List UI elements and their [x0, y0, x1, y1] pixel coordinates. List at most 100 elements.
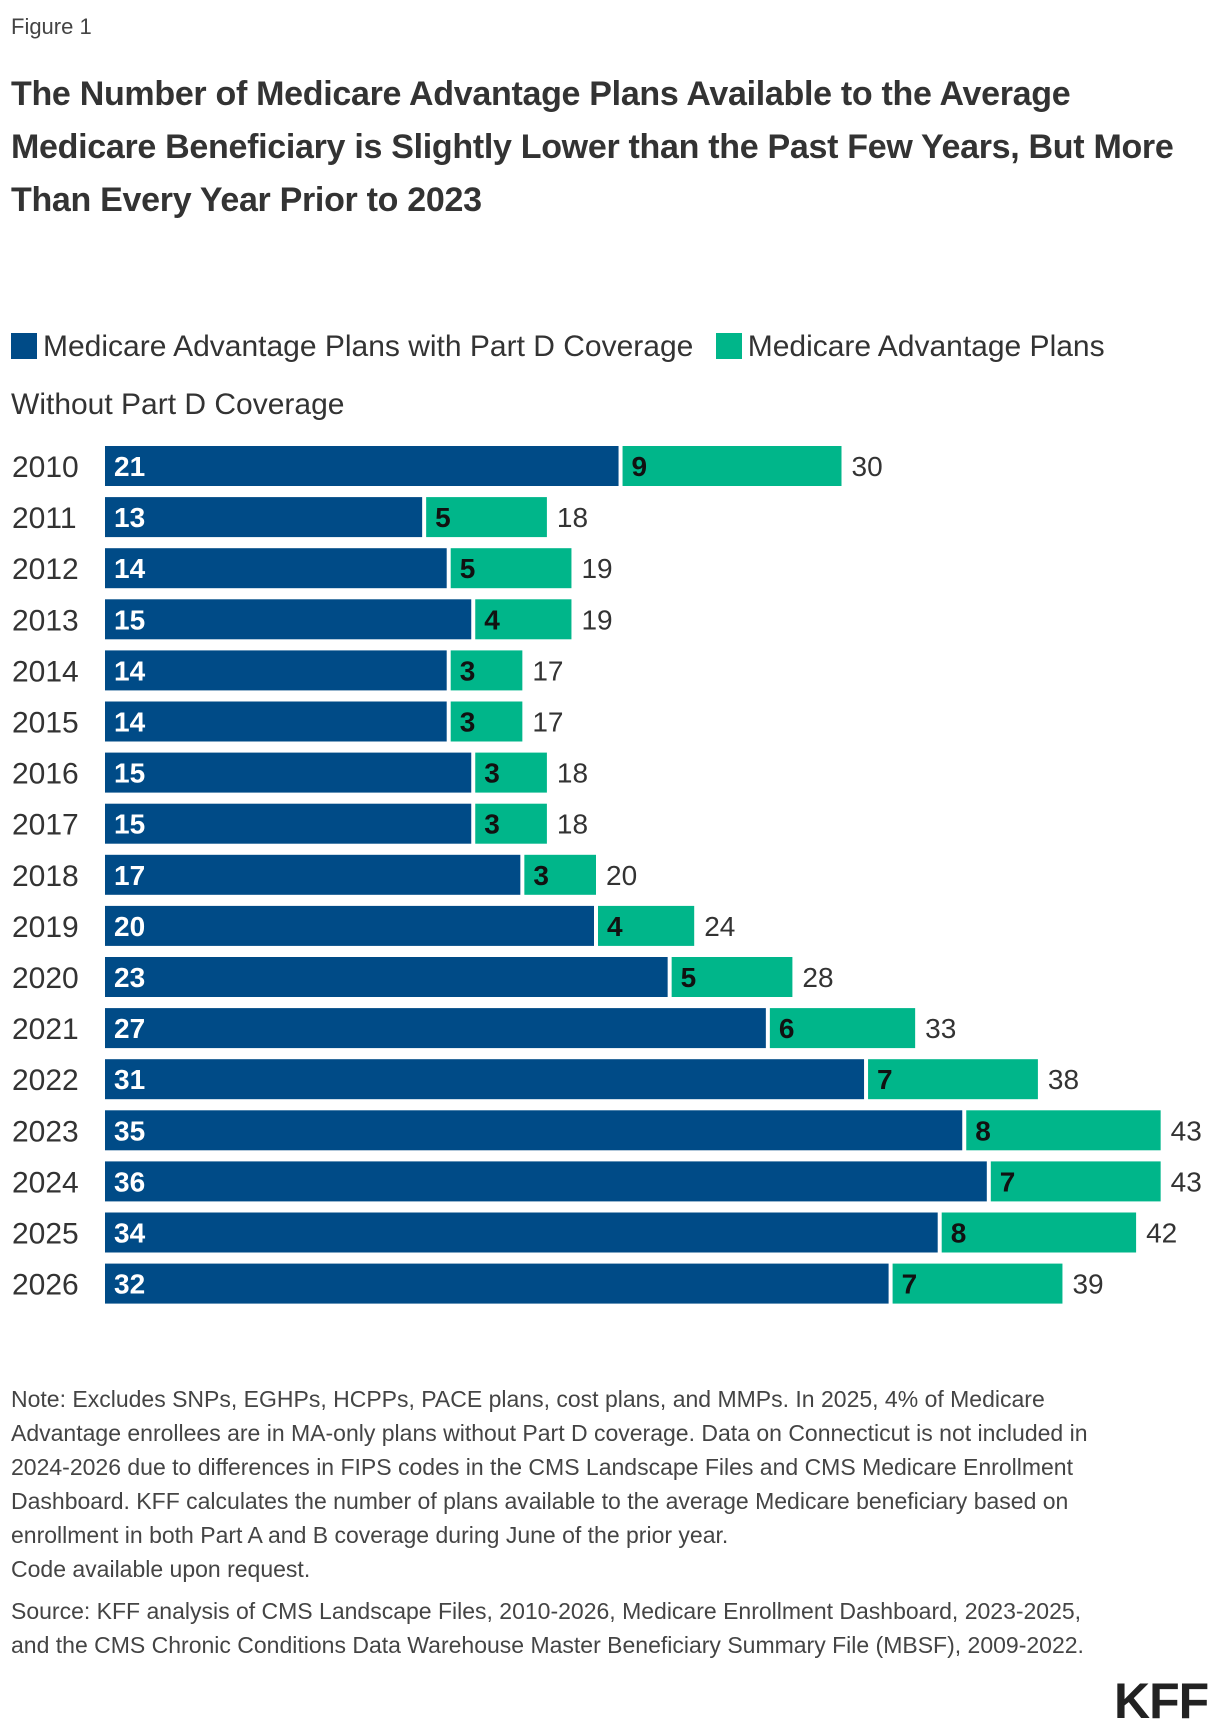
bar-with-part-d: [105, 497, 423, 538]
total-label: 28: [802, 962, 833, 993]
bar-without-part-d: [990, 1161, 1161, 1202]
bar-without-part-d: [475, 599, 572, 640]
category-label: 2021: [12, 1013, 79, 1046]
bar-without-part-d: [475, 803, 547, 844]
data-label-without-part-d: 5: [460, 553, 476, 584]
data-label-without-part-d: 8: [951, 1218, 967, 1249]
total-label: 19: [581, 604, 612, 635]
notes: Note: Excludes SNPs, EGHPs, HCPPs, PACE …: [11, 1382, 1111, 1662]
legend-label-with-part-d: Medicare Advantage Plans with Part D Cov…: [43, 330, 694, 363]
total-label: 17: [532, 655, 563, 686]
data-label-with-part-d: 14: [114, 655, 146, 686]
data-label-with-part-d: 17: [114, 860, 145, 891]
bar-with-part-d: [105, 1008, 766, 1049]
bar-with-part-d: [105, 752, 472, 793]
data-label-with-part-d: 14: [114, 707, 146, 738]
legend-label-without-part-d: Medicare Advantage Plans Without Part D …: [11, 330, 1105, 421]
bar-without-part-d: [892, 1263, 1063, 1304]
bar-with-part-d: [105, 701, 447, 742]
data-label-without-part-d: 3: [484, 809, 500, 840]
bar-without-part-d: [450, 650, 523, 691]
data-label-with-part-d: 35: [114, 1115, 145, 1146]
bar-with-part-d: [105, 548, 447, 589]
bar-with-part-d: [105, 1110, 963, 1151]
data-label-without-part-d: 8: [975, 1115, 991, 1146]
data-label-with-part-d: 21: [114, 451, 145, 482]
total-label: 43: [1171, 1115, 1202, 1146]
chart-title: The Number of Medicare Advantage Plans A…: [11, 75, 1174, 219]
data-label-without-part-d: 7: [902, 1269, 918, 1300]
bar-without-part-d: [450, 548, 572, 589]
bar-without-part-d: [450, 701, 523, 742]
data-label-without-part-d: 3: [533, 860, 549, 891]
category-label: 2025: [12, 1218, 79, 1251]
bar-with-part-d: [105, 1212, 938, 1253]
total-label: 42: [1146, 1218, 1177, 1249]
bar-without-part-d: [426, 497, 547, 538]
category-label: 2013: [12, 604, 79, 637]
category-label: 2015: [12, 707, 79, 740]
total-label: 38: [1048, 1064, 1079, 1095]
category-label: 2011: [12, 502, 77, 535]
total-label: 17: [532, 707, 563, 738]
total-label: 30: [852, 451, 883, 482]
bar-with-part-d: [105, 1263, 889, 1304]
bar-with-part-d: [105, 599, 472, 640]
bar-without-part-d: [671, 957, 793, 997]
category-label: 2020: [12, 962, 79, 995]
kff-logo: KFF: [1114, 1673, 1209, 1729]
data-label-without-part-d: 3: [484, 758, 500, 789]
source-text: Source: KFF analysis of CMS Landscape Fi…: [11, 1598, 1084, 1658]
data-label-with-part-d: 31: [114, 1064, 145, 1095]
data-label-with-part-d: 15: [114, 809, 145, 840]
bar-with-part-d: [105, 854, 521, 895]
total-label: 20: [606, 860, 637, 891]
data-label-with-part-d: 36: [114, 1166, 145, 1197]
data-label-without-part-d: 6: [779, 1013, 795, 1044]
bar-with-part-d: [105, 650, 447, 691]
data-label-with-part-d: 14: [114, 553, 146, 584]
category-label: 2016: [12, 758, 79, 791]
legend-item-with-part-d: Medicare Advantage Plans with Part D Cov…: [11, 330, 693, 363]
bar-with-part-d: [105, 1161, 987, 1202]
category-label: 2014: [12, 655, 79, 688]
data-label-with-part-d: 20: [114, 911, 145, 942]
code-note: Code available upon request.: [11, 1556, 311, 1582]
data-label-with-part-d: 34: [114, 1218, 146, 1249]
bar-without-part-d: [475, 752, 547, 793]
category-label: 2010: [12, 451, 79, 484]
data-label-without-part-d: 5: [435, 502, 451, 533]
bar-without-part-d: [598, 905, 695, 946]
bar-with-part-d: [105, 957, 668, 997]
bar-without-part-d: [622, 446, 842, 486]
total-label: 24: [704, 911, 735, 942]
legend-swatch-with-part-d: [11, 333, 37, 359]
category-label: 2024: [12, 1166, 79, 1199]
total-label: 18: [557, 758, 588, 789]
bar-without-part-d: [524, 854, 596, 895]
data-label-with-part-d: 15: [114, 758, 145, 789]
bar-without-part-d: [941, 1212, 1137, 1253]
total-label: 18: [557, 502, 588, 533]
legend: Medicare Advantage Plans with Part D Cov…: [11, 318, 1211, 434]
total-label: 39: [1072, 1269, 1103, 1300]
total-label: 19: [581, 553, 612, 584]
data-label-without-part-d: 9: [632, 451, 648, 482]
legend-swatch-without-part-d: [715, 333, 742, 359]
data-label-without-part-d: 4: [607, 911, 623, 942]
bar-with-part-d: [105, 1059, 865, 1100]
total-label: 18: [557, 809, 588, 840]
figure-label: Figure 1: [11, 14, 92, 39]
data-label-with-part-d: 15: [114, 604, 145, 635]
data-label-without-part-d: 4: [484, 604, 500, 635]
data-label-with-part-d: 13: [114, 502, 145, 533]
total-label: 33: [925, 1013, 956, 1044]
data-label-without-part-d: 3: [460, 655, 476, 686]
note-text: Note: Excludes SNPs, EGHPs, HCPPs, PACE …: [11, 1386, 1088, 1548]
data-label-with-part-d: 32: [114, 1269, 145, 1300]
total-label: 43: [1171, 1166, 1202, 1197]
category-label: 2022: [12, 1064, 79, 1097]
bar-without-part-d: [966, 1110, 1161, 1151]
bar-with-part-d: [105, 803, 472, 844]
